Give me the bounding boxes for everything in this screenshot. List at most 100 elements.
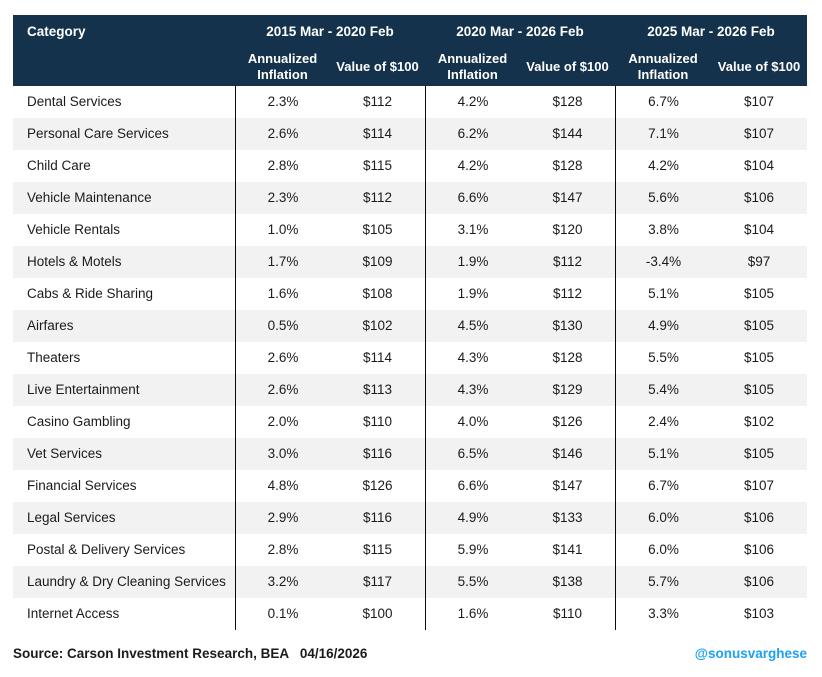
table-row: Child Care 2.8% $115 4.2% $128 4.2% $104: [13, 150, 807, 182]
row-value: 1.9%: [425, 278, 520, 310]
row-value: $107: [743, 126, 775, 141]
row-value: 4.5%: [425, 310, 520, 342]
row-category-label: Casino Gambling: [27, 414, 131, 429]
row-value: $105: [743, 350, 775, 365]
row-value: $147: [552, 190, 583, 205]
row-value: $126: [552, 414, 583, 429]
row-value: $112: [552, 254, 583, 269]
table-row: Theaters 2.6% $114 4.3% $128 5.5% $105: [13, 342, 807, 374]
row-category-label: Theaters: [27, 350, 81, 365]
row-value: 2.6%: [235, 118, 330, 150]
row-value: 3.8%: [615, 214, 711, 246]
row-category-label: Vet Services: [27, 446, 103, 461]
subheader-annualized-inflation: Annualized Inflation: [437, 50, 508, 82]
row-category-label: Internet Access: [27, 606, 120, 621]
table-row: Live Entertainment 2.6% $113 4.3% $129 5…: [13, 374, 807, 406]
period-header-2015-2020: 2015 Mar - 2020 Feb: [266, 24, 394, 39]
row-value: 4.2%: [425, 150, 520, 182]
row-value: -3.4%: [615, 246, 711, 278]
subheader-value-of-100: Value of $100: [717, 58, 801, 74]
row-category-label: Laundry & Dry Cleaning Services: [27, 574, 226, 589]
row-value: 4.8%: [235, 470, 330, 502]
row-value: 1.6%: [425, 598, 520, 630]
row-value: $144: [552, 126, 583, 141]
row-value: $116: [362, 446, 393, 461]
subheader-value-of-100: Value of $100: [526, 58, 609, 74]
row-value: 2.0%: [235, 406, 330, 438]
row-value: 4.2%: [425, 86, 520, 118]
row-value: $102: [743, 414, 775, 429]
row-value: 1.9%: [425, 246, 520, 278]
row-category-label: Postal & Delivery Services: [27, 542, 186, 557]
row-value: $105: [743, 286, 775, 301]
row-value: $97: [747, 254, 771, 269]
row-category-label: Legal Services: [27, 510, 116, 525]
row-value: 5.4%: [615, 374, 711, 406]
row-value: $110: [362, 414, 393, 429]
row-value: 3.2%: [235, 566, 330, 598]
row-category-label: Hotels & Motels: [27, 254, 122, 269]
row-value: $128: [552, 350, 583, 365]
row-value: $106: [743, 190, 775, 205]
row-value: $106: [743, 510, 775, 525]
row-value: 2.8%: [235, 150, 330, 182]
row-value: 0.5%: [235, 310, 330, 342]
table-row: Dental Services 2.3% $112 4.2% $128 6.7%…: [13, 86, 807, 118]
row-value: 2.6%: [235, 342, 330, 374]
table-row: Internet Access 0.1% $100 1.6% $110 3.3%…: [13, 598, 807, 630]
row-value: 6.2%: [425, 118, 520, 150]
row-value: $107: [743, 94, 775, 109]
row-value: 1.6%: [235, 278, 330, 310]
row-value: 6.6%: [425, 470, 520, 502]
row-category-label: Airfares: [27, 318, 74, 333]
row-value: 0.1%: [235, 598, 330, 630]
row-value: $108: [362, 286, 393, 301]
row-category-label: Dental Services: [27, 94, 122, 109]
row-value: $104: [743, 158, 775, 173]
row-value: 5.5%: [615, 342, 711, 374]
row-value: $120: [552, 222, 583, 237]
row-value: $112: [362, 190, 393, 205]
row-value: $106: [743, 542, 775, 557]
subheader-annualized-inflation: Annualized Inflation: [628, 50, 698, 82]
row-value: 6.7%: [615, 470, 711, 502]
table-row: Casino Gambling 2.0% $110 4.0% $126 2.4%…: [13, 406, 807, 438]
table-row: Vet Services 3.0% $116 6.5% $146 5.1% $1…: [13, 438, 807, 470]
table-row: Airfares 0.5% $102 4.5% $130 4.9% $105: [13, 310, 807, 342]
table-row: Financial Services 4.8% $126 6.6% $147 6…: [13, 470, 807, 502]
row-value: $128: [552, 158, 583, 173]
author-handle: @sonusvarghese: [694, 646, 807, 661]
row-value: $141: [552, 542, 583, 557]
row-value: $104: [743, 222, 775, 237]
row-value: 4.2%: [615, 150, 711, 182]
table-row: Vehicle Rentals 1.0% $105 3.1% $120 3.8%…: [13, 214, 807, 246]
row-value: 3.3%: [615, 598, 711, 630]
row-category-label: Cabs & Ride Sharing: [27, 286, 154, 301]
subheader-annualized-inflation: Annualized Inflation: [247, 50, 318, 82]
footer: Source: Carson Investment Research, BEA …: [13, 646, 807, 661]
row-value: $117: [362, 574, 393, 589]
row-value: $126: [362, 478, 393, 493]
table-body: Dental Services 2.3% $112 4.2% $128 6.7%…: [13, 86, 807, 630]
inflation-table: Category 2015 Mar - 2020 Feb 2020 Mar - …: [13, 15, 807, 630]
row-category-label: Financial Services: [27, 478, 137, 493]
row-value: $138: [552, 574, 583, 589]
row-value: $114: [362, 350, 393, 365]
row-value: 5.1%: [615, 438, 711, 470]
row-value: $103: [743, 606, 775, 621]
source-note: Source: Carson Investment Research, BEA …: [13, 646, 368, 661]
table-row: Vehicle Maintenance 2.3% $112 6.6% $147 …: [13, 182, 807, 214]
row-category-label: Live Entertainment: [27, 382, 140, 397]
row-value: $130: [552, 318, 583, 333]
row-value: $113: [362, 382, 393, 397]
row-value: $109: [362, 254, 393, 269]
row-value: 4.3%: [425, 342, 520, 374]
row-value: 3.0%: [235, 438, 330, 470]
row-value: $112: [362, 94, 393, 109]
row-value: 2.3%: [235, 182, 330, 214]
row-value: 2.4%: [615, 406, 711, 438]
table-header: Category 2015 Mar - 2020 Feb 2020 Mar - …: [13, 15, 807, 86]
row-value: 6.0%: [615, 534, 711, 566]
table-row: Postal & Delivery Services 2.8% $115 5.9…: [13, 534, 807, 566]
